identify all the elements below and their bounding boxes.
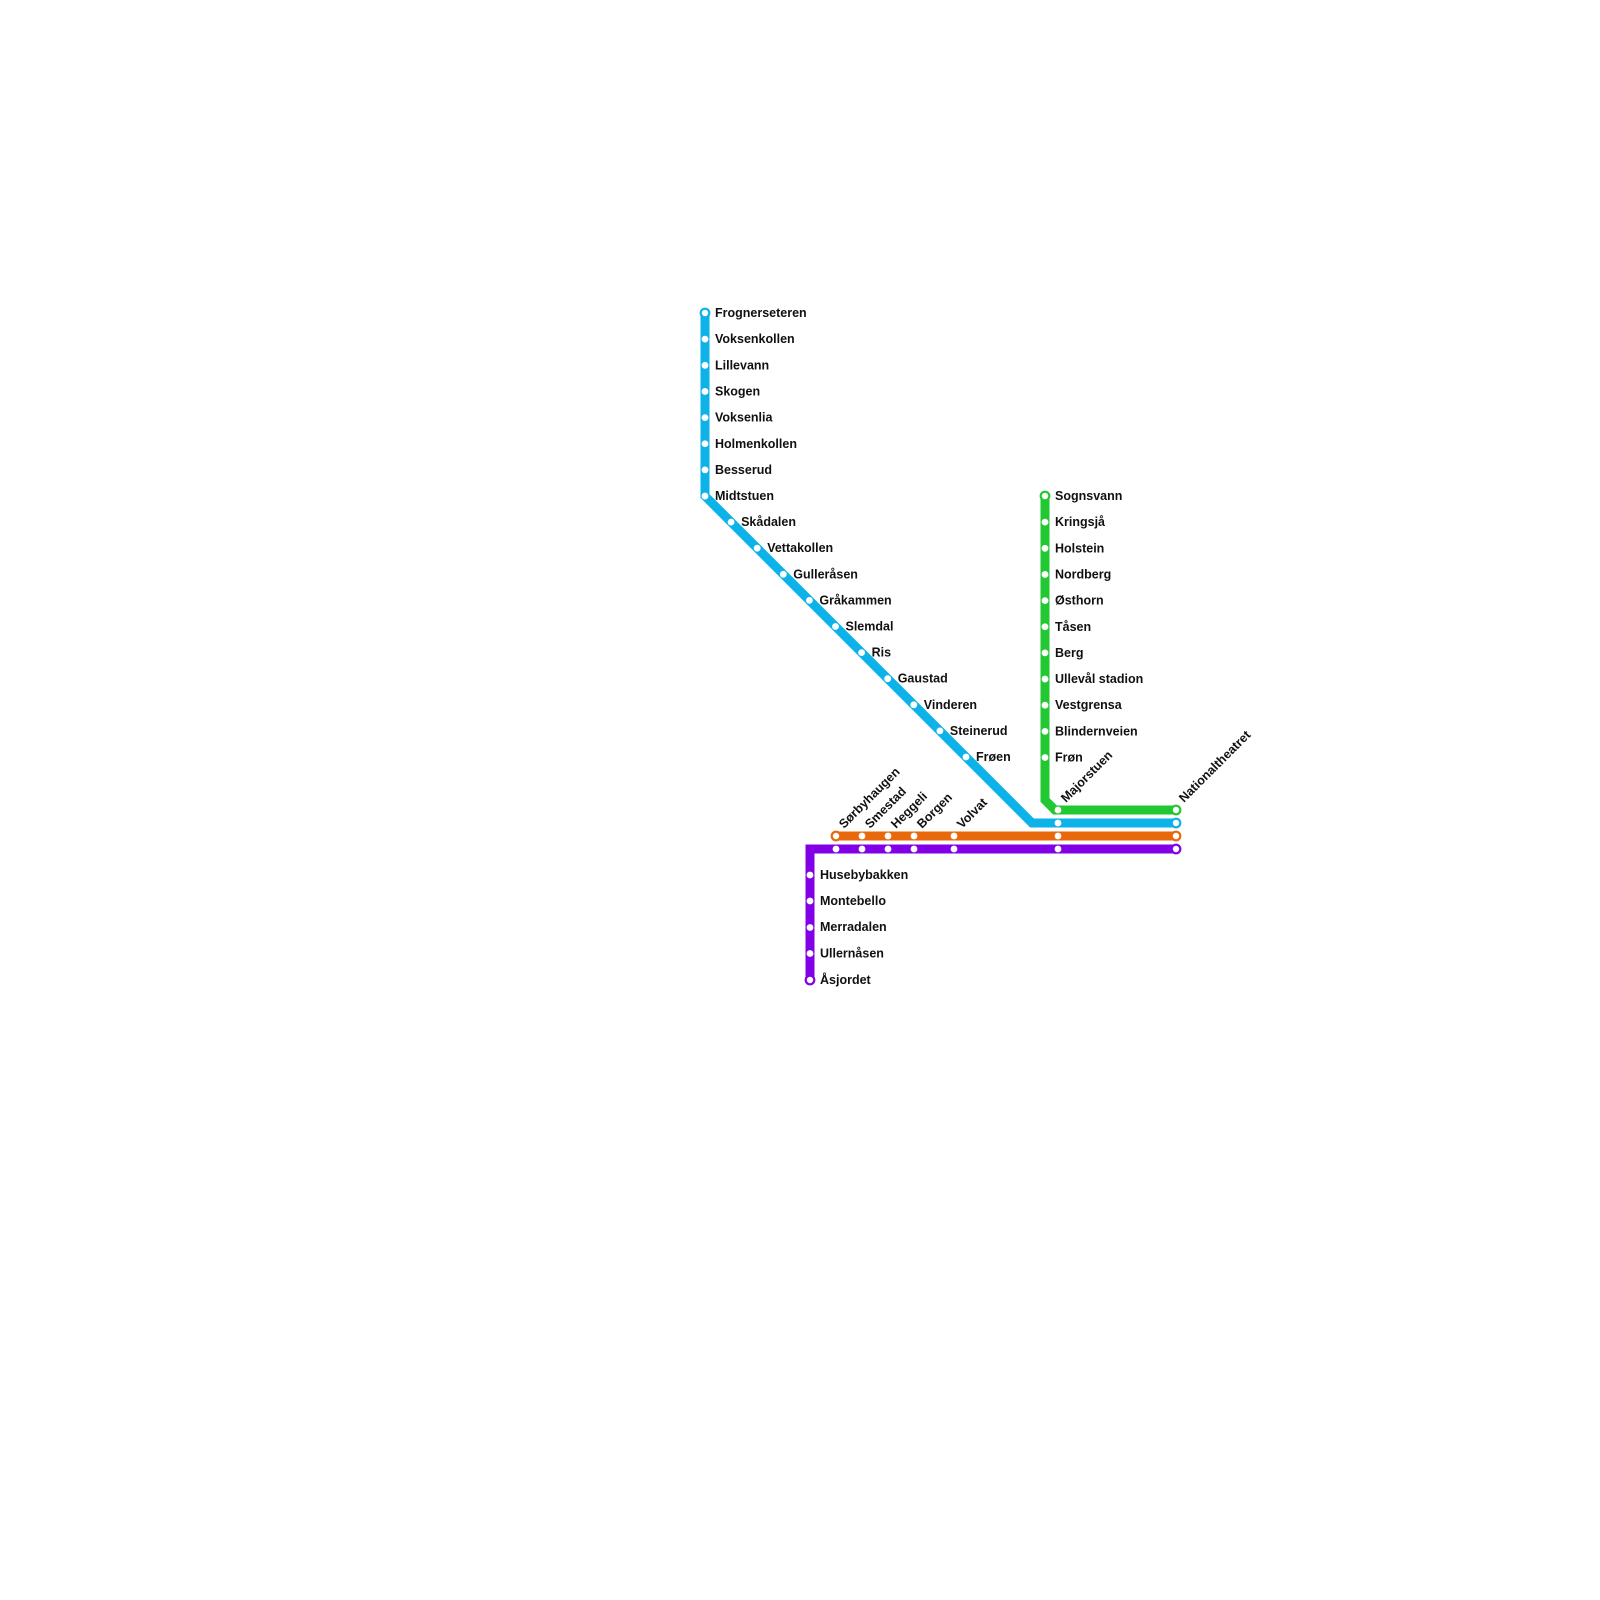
station-purple[interactable]	[806, 950, 814, 957]
station-label: Sognsvann	[1055, 489, 1122, 503]
station-label: Frøen	[976, 750, 1011, 764]
station-orange[interactable]	[1054, 832, 1062, 840]
station-label: Ullevål stadion	[1055, 672, 1143, 686]
station-blue[interactable]	[832, 623, 839, 630]
station-label: Tåsen	[1055, 620, 1091, 634]
station-label: Besserud	[715, 463, 772, 477]
station-blue[interactable]	[701, 492, 709, 500]
station-blue[interactable]	[884, 675, 892, 683]
station-purple[interactable]	[832, 845, 840, 853]
station-label: Holmenkollen	[715, 437, 797, 451]
station-green[interactable]	[1041, 544, 1049, 552]
station-purple[interactable]	[884, 845, 892, 853]
station-label: Østhorn	[1055, 594, 1104, 608]
station-label: Montebello	[820, 894, 886, 908]
station-purple[interactable]	[950, 845, 958, 853]
station-green[interactable]	[1041, 754, 1049, 761]
station-green[interactable]	[1041, 727, 1049, 735]
station-label: Kringsjå	[1055, 515, 1105, 529]
station-blue[interactable]	[806, 597, 813, 604]
station-label: Slemdal	[846, 620, 894, 634]
station-blue[interactable]	[701, 466, 709, 474]
station-label: Gaustad	[898, 672, 948, 686]
station-blue[interactable]	[962, 753, 970, 761]
station-label: Holstein	[1055, 541, 1104, 555]
station-orange[interactable]	[1170, 830, 1182, 842]
station-blue[interactable]	[701, 440, 709, 448]
station-purple[interactable]	[804, 974, 816, 986]
station-label: Åsjordet	[820, 972, 872, 987]
station-label: Lillevann	[715, 358, 769, 372]
station-green[interactable]	[1041, 571, 1049, 578]
station-green[interactable]	[1170, 804, 1182, 816]
purple-line-corner	[805, 844, 822, 856]
station-purple[interactable]	[1170, 843, 1182, 855]
station-blue[interactable]	[699, 307, 711, 319]
station-blue[interactable]	[701, 361, 709, 369]
station-blue[interactable]	[701, 414, 709, 421]
station-green[interactable]	[1041, 623, 1049, 631]
station-label: Skogen	[715, 384, 760, 398]
station-label: Vettakollen	[767, 541, 833, 555]
station-label: Vestgrensa	[1055, 698, 1123, 712]
station-label: Frøn	[1055, 751, 1083, 765]
station-green[interactable]	[1041, 518, 1049, 526]
station-label: Ris	[872, 646, 892, 660]
station-label: Steinerud	[950, 724, 1008, 738]
station-label: Gråkammen	[819, 593, 891, 607]
station-orange[interactable]	[910, 832, 918, 840]
station-label: Gulleråsen	[793, 567, 858, 581]
station-label: Husebybakken	[820, 868, 908, 882]
station-blue[interactable]	[910, 701, 918, 709]
station-orange[interactable]	[884, 832, 892, 840]
station-purple[interactable]	[806, 871, 814, 879]
station-label: Merradalen	[820, 920, 887, 934]
station-label: Midtstuen	[715, 489, 774, 503]
station-blue[interactable]	[858, 649, 865, 656]
station-label: Nationaltheatret	[1176, 727, 1254, 805]
station-purple[interactable]	[1054, 845, 1062, 853]
station-blue[interactable]	[779, 570, 787, 578]
station-blue[interactable]	[1054, 819, 1062, 827]
station-label: Nordberg	[1055, 567, 1111, 581]
station-label: Voksenkollen	[715, 332, 795, 346]
station-label: Volvat	[954, 795, 990, 831]
station-purple[interactable]	[806, 924, 814, 931]
station-label: Skådalen	[741, 515, 796, 529]
green-line	[1040, 496, 1176, 815]
station-blue[interactable]	[701, 388, 709, 395]
station-green[interactable]	[1041, 597, 1049, 604]
station-purple[interactable]	[806, 897, 814, 905]
station-blue[interactable]	[753, 544, 761, 552]
station-orange[interactable]	[858, 832, 866, 840]
station-green[interactable]	[1039, 490, 1051, 502]
station-orange[interactable]	[830, 830, 842, 842]
station-label: Blindernveien	[1055, 724, 1138, 738]
station-label: Frognerseteren	[715, 306, 807, 320]
station-orange[interactable]	[950, 832, 958, 840]
station-label: Berg	[1055, 646, 1083, 660]
station-blue[interactable]	[701, 335, 709, 343]
station-green[interactable]	[1041, 701, 1049, 709]
station-label: Vinderen	[924, 698, 977, 712]
station-green[interactable]	[1054, 806, 1062, 814]
blue-line	[700, 313, 1176, 828]
station-label: Voksenlia	[715, 411, 773, 425]
station-purple[interactable]	[910, 845, 918, 853]
station-blue[interactable]	[936, 727, 944, 735]
station-green[interactable]	[1041, 675, 1049, 683]
station-blue[interactable]	[727, 518, 735, 526]
station-blue[interactable]	[1170, 817, 1182, 829]
station-purple[interactable]	[858, 845, 866, 853]
station-label: Ullernåsen	[820, 947, 884, 961]
station-green[interactable]	[1041, 649, 1049, 657]
